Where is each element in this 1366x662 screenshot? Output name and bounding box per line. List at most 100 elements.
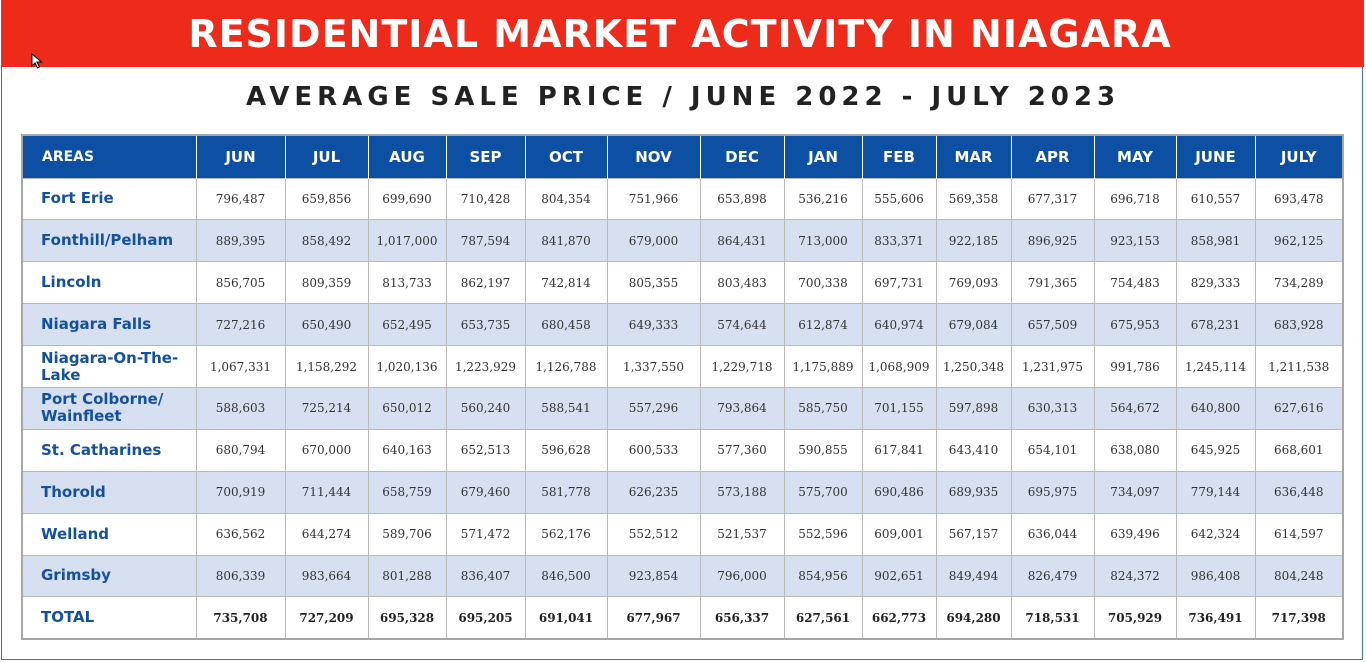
total-label: TOTAL	[21, 596, 197, 640]
price-cell: 902,651	[861, 554, 937, 598]
price-cell: 555,606	[861, 177, 937, 221]
price-cell: 650,490	[284, 303, 369, 347]
price-cell: 824,372	[1093, 554, 1177, 598]
price-cell: 1,231,975	[1010, 345, 1095, 388]
price-cell: 796,000	[699, 554, 785, 598]
price-cell: 596,628	[524, 428, 608, 472]
price-cell: 679,460	[445, 470, 526, 514]
area-name: Niagara Falls	[21, 303, 197, 347]
price-cell: 1,245,114	[1175, 345, 1256, 388]
price-cell: 804,248	[1254, 554, 1344, 598]
price-cell: 986,408	[1175, 554, 1256, 598]
price-cell: 626,235	[606, 470, 701, 514]
table-row: Niagara-On-The-Lake 1,067,331 1,158,292 1,0…	[21, 345, 1344, 388]
price-cell: 652,513	[445, 428, 526, 472]
price-cell: 991,786	[1093, 345, 1177, 388]
price-cell: 1,211,538	[1254, 345, 1344, 388]
price-cell: 779,144	[1175, 470, 1256, 514]
price-cell: 654,101	[1010, 428, 1095, 472]
table-row: Welland 636,562 644,274 589,706 571,472 562,1…	[21, 512, 1344, 556]
price-cell: 1,223,929	[445, 345, 526, 388]
price-cell: 567,157	[935, 512, 1012, 556]
price-cell: 864,431	[699, 219, 785, 263]
price-cell: 609,001	[861, 512, 937, 556]
price-cell: 612,874	[783, 303, 863, 347]
price-cell: 571,472	[445, 512, 526, 556]
price-cell: 1,337,550	[606, 345, 701, 388]
price-cell: 557,296	[606, 386, 701, 430]
column-header-june: JUNE	[1175, 135, 1256, 178]
price-cell: 677,967	[606, 596, 701, 640]
price-cell: 574,644	[699, 303, 785, 347]
table-row: Fort Erie 796,487 659,856 699,690 710,428 804…	[21, 177, 1344, 221]
price-cell: 560,240	[445, 386, 526, 430]
price-cell: 659,856	[284, 177, 369, 221]
price-cell: 700,338	[783, 261, 863, 305]
price-cell: 1,017,000	[367, 219, 447, 263]
price-cell: 696,718	[1093, 177, 1177, 221]
price-cell: 854,956	[783, 554, 863, 598]
column-header-oct: OCT	[524, 135, 608, 178]
price-cell: 841,870	[524, 219, 608, 263]
area-name: Lincoln	[21, 261, 197, 305]
price-cell: 689,935	[935, 470, 1012, 514]
area-name: Welland	[21, 512, 197, 556]
price-cell: 1,067,331	[195, 345, 286, 388]
price-cell: 695,328	[367, 596, 447, 640]
price-cell: 653,735	[445, 303, 526, 347]
price-cell: 896,925	[1010, 219, 1095, 263]
price-cell: 694,280	[935, 596, 1012, 640]
price-cell: 710,428	[445, 177, 526, 221]
column-header-feb: FEB	[861, 135, 937, 178]
price-cell: 711,444	[284, 470, 369, 514]
price-cell: 590,855	[783, 428, 863, 472]
price-cell: 1,068,909	[861, 345, 937, 388]
price-cell: 690,486	[861, 470, 937, 514]
price-cell: 727,216	[195, 303, 286, 347]
price-cell: 962,125	[1254, 219, 1344, 263]
price-cell: 833,371	[861, 219, 937, 263]
table-row: Thorold 700,919 711,444 658,759 679,460 581,7…	[21, 470, 1344, 514]
price-cell: 636,448	[1254, 470, 1344, 514]
price-cell: 564,672	[1093, 386, 1177, 430]
price-cell: 1,175,889	[783, 345, 863, 388]
price-cell: 639,496	[1093, 512, 1177, 556]
price-cell: 640,800	[1175, 386, 1256, 430]
price-cell: 699,690	[367, 177, 447, 221]
area-name: Thorold	[21, 470, 197, 514]
price-cell: 569,358	[935, 177, 1012, 221]
price-cell: 803,483	[699, 261, 785, 305]
table-body: Fort Erie 796,487 659,856 699,690 710,428 804…	[21, 177, 1344, 640]
price-cell: 617,841	[861, 428, 937, 472]
mouse-cursor-icon	[31, 53, 43, 69]
price-cell: 680,458	[524, 303, 608, 347]
column-header-areas: AREAS	[21, 135, 197, 178]
price-cell: 836,407	[445, 554, 526, 598]
area-name: Niagara-On-The-Lake	[21, 345, 197, 388]
price-cell: 734,289	[1254, 261, 1344, 305]
price-cell: 717,398	[1254, 596, 1344, 640]
price-cell: 640,974	[861, 303, 937, 347]
price-cell: 858,492	[284, 219, 369, 263]
price-cell: 589,706	[367, 512, 447, 556]
price-cell: 642,324	[1175, 512, 1256, 556]
price-cell: 791,365	[1010, 261, 1095, 305]
price-cell: 562,176	[524, 512, 608, 556]
total-row: TOTAL 735,708 727,209 695,328 695,205 691,041…	[21, 596, 1344, 640]
price-cell: 849,494	[935, 554, 1012, 598]
price-cell: 588,541	[524, 386, 608, 430]
price-cell: 718,531	[1010, 596, 1095, 640]
price-cell: 713,000	[783, 219, 863, 263]
price-cell: 644,274	[284, 512, 369, 556]
price-cell: 683,928	[1254, 303, 1344, 347]
price-cell: 754,483	[1093, 261, 1177, 305]
column-header-sep: SEP	[445, 135, 526, 178]
price-cell: 769,093	[935, 261, 1012, 305]
price-cell: 650,012	[367, 386, 447, 430]
price-cell: 923,153	[1093, 219, 1177, 263]
table-row: St. Catharines 680,794 670,000 640,163 652,5…	[21, 428, 1344, 472]
price-cell: 552,596	[783, 512, 863, 556]
price-cell: 700,919	[195, 470, 286, 514]
column-header-july: JULY	[1254, 135, 1344, 178]
column-header-aug: AUG	[367, 135, 447, 178]
